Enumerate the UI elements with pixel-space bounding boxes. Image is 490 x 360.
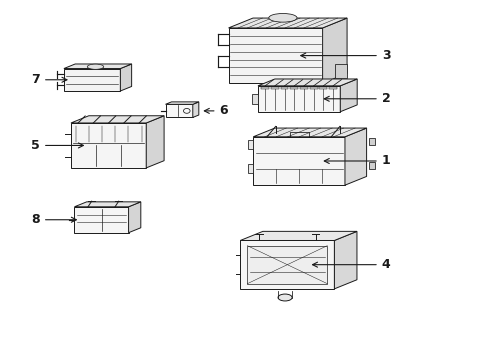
- Text: 6: 6: [204, 104, 228, 117]
- Text: 5: 5: [31, 139, 83, 152]
- Polygon shape: [334, 231, 357, 289]
- Polygon shape: [253, 137, 345, 185]
- Polygon shape: [247, 246, 327, 284]
- Polygon shape: [240, 240, 334, 289]
- Text: 3: 3: [301, 49, 391, 62]
- Polygon shape: [329, 86, 337, 89]
- Polygon shape: [228, 28, 322, 83]
- Ellipse shape: [278, 294, 292, 301]
- Text: 4: 4: [313, 258, 391, 271]
- Polygon shape: [271, 86, 279, 89]
- Polygon shape: [166, 102, 199, 104]
- Text: 1: 1: [324, 154, 391, 167]
- Polygon shape: [74, 207, 128, 233]
- Polygon shape: [335, 64, 346, 78]
- Polygon shape: [193, 102, 199, 117]
- Polygon shape: [261, 86, 269, 89]
- Polygon shape: [247, 140, 253, 149]
- Polygon shape: [281, 86, 289, 89]
- Polygon shape: [74, 202, 141, 207]
- Text: 8: 8: [31, 213, 76, 226]
- Polygon shape: [240, 231, 357, 240]
- Polygon shape: [121, 64, 132, 91]
- Polygon shape: [128, 202, 141, 233]
- Polygon shape: [146, 116, 164, 168]
- Polygon shape: [228, 18, 347, 28]
- Polygon shape: [300, 86, 308, 89]
- Polygon shape: [71, 123, 146, 168]
- Polygon shape: [369, 162, 374, 169]
- Polygon shape: [253, 128, 367, 137]
- Polygon shape: [340, 79, 357, 112]
- Polygon shape: [369, 138, 374, 144]
- Ellipse shape: [269, 13, 297, 22]
- Polygon shape: [319, 86, 327, 89]
- Text: 2: 2: [324, 92, 391, 105]
- Polygon shape: [345, 128, 367, 185]
- Ellipse shape: [87, 64, 104, 69]
- Polygon shape: [166, 104, 193, 117]
- Polygon shape: [258, 86, 340, 112]
- Polygon shape: [64, 68, 121, 91]
- Polygon shape: [252, 94, 258, 104]
- Polygon shape: [291, 86, 298, 89]
- Polygon shape: [310, 86, 318, 89]
- Polygon shape: [258, 79, 357, 86]
- Text: 7: 7: [31, 73, 67, 86]
- Polygon shape: [247, 165, 253, 173]
- Polygon shape: [71, 116, 164, 123]
- Polygon shape: [322, 18, 347, 83]
- Polygon shape: [64, 64, 132, 68]
